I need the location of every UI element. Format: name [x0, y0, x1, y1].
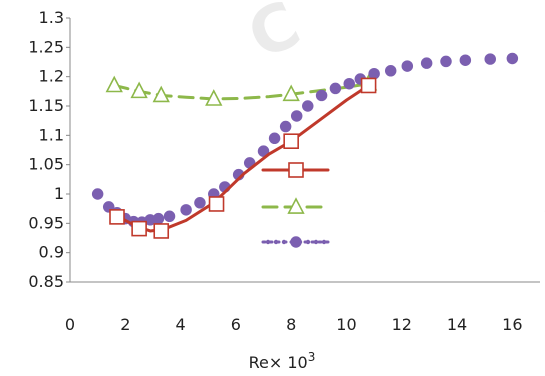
y-tick-label: 1.3 [39, 8, 64, 27]
data-point [153, 223, 170, 239]
series-line [112, 83, 371, 233]
data-point [459, 54, 472, 66]
y-tick-label: 0.9 [39, 243, 64, 262]
x-tick-label: 0 [65, 315, 75, 334]
x-tick-label: 10 [336, 315, 356, 334]
x-axis-label-superscript: 3 [308, 350, 316, 364]
data-point [420, 57, 433, 69]
data-point [105, 75, 123, 93]
data-point [360, 77, 377, 94]
y-tick-label: 1.15 [28, 96, 64, 115]
y-tick-label: 1.05 [28, 155, 64, 174]
data-point [384, 65, 397, 77]
data-point [180, 204, 192, 216]
data-point [268, 132, 281, 145]
legend-item: سیم چند رشته ای [261, 197, 545, 216]
x-tick-label: 16 [502, 315, 522, 334]
x-tick-labels: 0 2 4 6 8 10 12 14 16 [65, 315, 523, 334]
y-tick-labels: 0.85 0.9 0.95 1 1.05 1.1 1.15 1.2 1.25 1.3 [28, 8, 70, 291]
legend-dot [313, 239, 319, 245]
y-tick-label: 1.2 [39, 67, 64, 86]
y-tick-label: 0.85 [28, 272, 64, 291]
data-point [440, 55, 452, 68]
data-point [282, 84, 300, 102]
y-tick-label: 1.1 [39, 125, 64, 144]
data-point [131, 220, 147, 237]
legend-dot [273, 239, 279, 245]
data-point [283, 133, 299, 149]
x-tick-label: 8 [286, 315, 296, 334]
legend-dot [265, 239, 271, 245]
data-point [109, 209, 125, 225]
legend-item: مفتول ( مطابق مرجع [5] ) [261, 233, 545, 251]
data-point [130, 81, 148, 99]
x-tick-label: 6 [231, 315, 241, 334]
data-point [506, 52, 519, 65]
x-axis-label-text: Re× 10 [249, 353, 308, 372]
data-point [163, 210, 176, 223]
data-point [401, 60, 414, 72]
data-point [208, 196, 225, 212]
data-point [152, 212, 165, 225]
data-point [279, 120, 292, 133]
legend-marker [290, 236, 302, 248]
data-point [257, 145, 270, 157]
y-tick-label: 1.25 [28, 37, 64, 56]
legend: مفتول سیم چند رشته ای مفتول ( مطابق مرجع [… [261, 161, 545, 251]
series-1 [109, 77, 377, 239]
axes [69, 18, 540, 283]
y-tick-label: 0.95 [28, 213, 64, 232]
legend-item: مفتول [261, 161, 545, 179]
data-point [343, 77, 355, 90]
data-point [329, 82, 342, 95]
data-point [484, 53, 496, 65]
legend-dot [321, 239, 327, 245]
x-tick-label: 4 [175, 315, 185, 334]
data-point [315, 89, 328, 102]
y-tick-label: 1 [54, 184, 64, 203]
series-3 [91, 52, 519, 228]
data-point [194, 197, 206, 209]
series-line [98, 58, 513, 222]
data-point [302, 100, 314, 112]
data-point [152, 85, 170, 103]
x-tick-label: 2 [120, 315, 130, 334]
series-layer [91, 52, 519, 239]
data-point [205, 89, 223, 106]
data-point [91, 188, 104, 200]
data-point [368, 67, 380, 80]
x-tick-label: 14 [447, 315, 467, 334]
legend-marker [287, 197, 305, 214]
legend-marker [288, 162, 304, 178]
data-point [290, 110, 303, 122]
legend-dot [305, 239, 311, 245]
watermark: C [237, 0, 311, 75]
x-tick-label: 12 [392, 315, 412, 334]
x-axis-label: Re× 103 [249, 350, 316, 372]
legend-dot [281, 239, 287, 245]
